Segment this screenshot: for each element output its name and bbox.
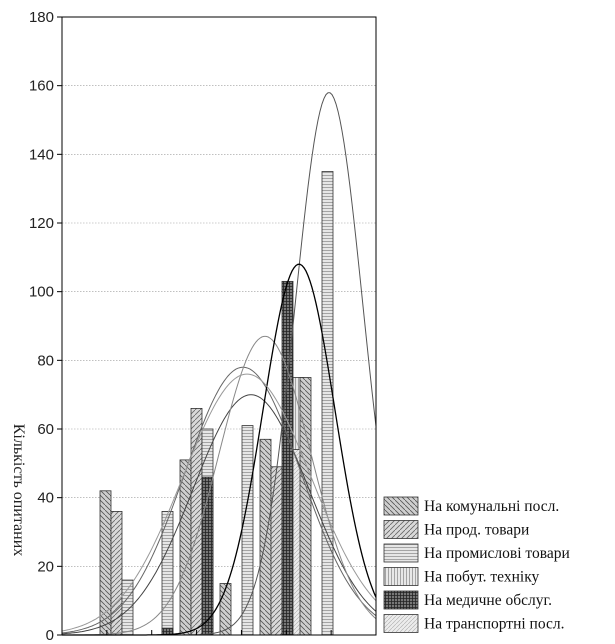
- legend-label: На комунальні посл.: [424, 498, 559, 515]
- bar: [179, 459, 192, 636]
- legend-swatch: [383, 496, 419, 516]
- legend-swatch: [383, 520, 419, 539]
- bar: [259, 438, 272, 636]
- legend-label: На медичне обслуг.: [424, 592, 552, 609]
- legend-label: На промислові товари: [424, 545, 570, 562]
- bar: [121, 579, 134, 636]
- bar: [99, 490, 112, 636]
- y-tick-label: 60: [37, 421, 54, 438]
- y-tick-label: 0: [46, 627, 54, 644]
- bar: [281, 280, 294, 636]
- legend-swatch: [383, 590, 419, 610]
- plot-frame: [61, 16, 377, 636]
- bar: [321, 171, 334, 636]
- y-tick-label: 180: [29, 9, 54, 26]
- x-axis-ticks: [61, 630, 377, 635]
- bar: [190, 407, 203, 636]
- legend: На комунальні посл. На прод. товари На про…: [383, 496, 570, 633]
- fit-curve: [61, 373, 377, 632]
- bar: [270, 466, 283, 636]
- y-tick-label: 40: [37, 490, 54, 507]
- y-tick-label: 120: [29, 215, 54, 232]
- legend-label: На прод. товари: [424, 522, 529, 539]
- legend-swatch: [383, 543, 419, 563]
- y-tick-label: 140: [29, 146, 54, 163]
- bar: [201, 476, 214, 636]
- fit-curve: [61, 394, 377, 635]
- legend-swatch: [383, 567, 419, 586]
- legend-label: На побут. техніку: [424, 569, 540, 586]
- y-axis-ticks: 0 20 40 60 80 100 120 140 160 180: [29, 9, 62, 644]
- y-axis-label: Кількість опитаних: [10, 424, 27, 557]
- y-tick-label: 160: [29, 78, 54, 95]
- legend-label: На транспортні посл.: [424, 616, 564, 633]
- y-tick-label: 100: [29, 284, 54, 301]
- fit-curve: [62, 335, 377, 636]
- y-tick-label: 20: [37, 558, 54, 575]
- legend-swatch: [383, 614, 419, 633]
- y-tick-label: 80: [37, 352, 54, 369]
- fit-curve: [61, 366, 377, 634]
